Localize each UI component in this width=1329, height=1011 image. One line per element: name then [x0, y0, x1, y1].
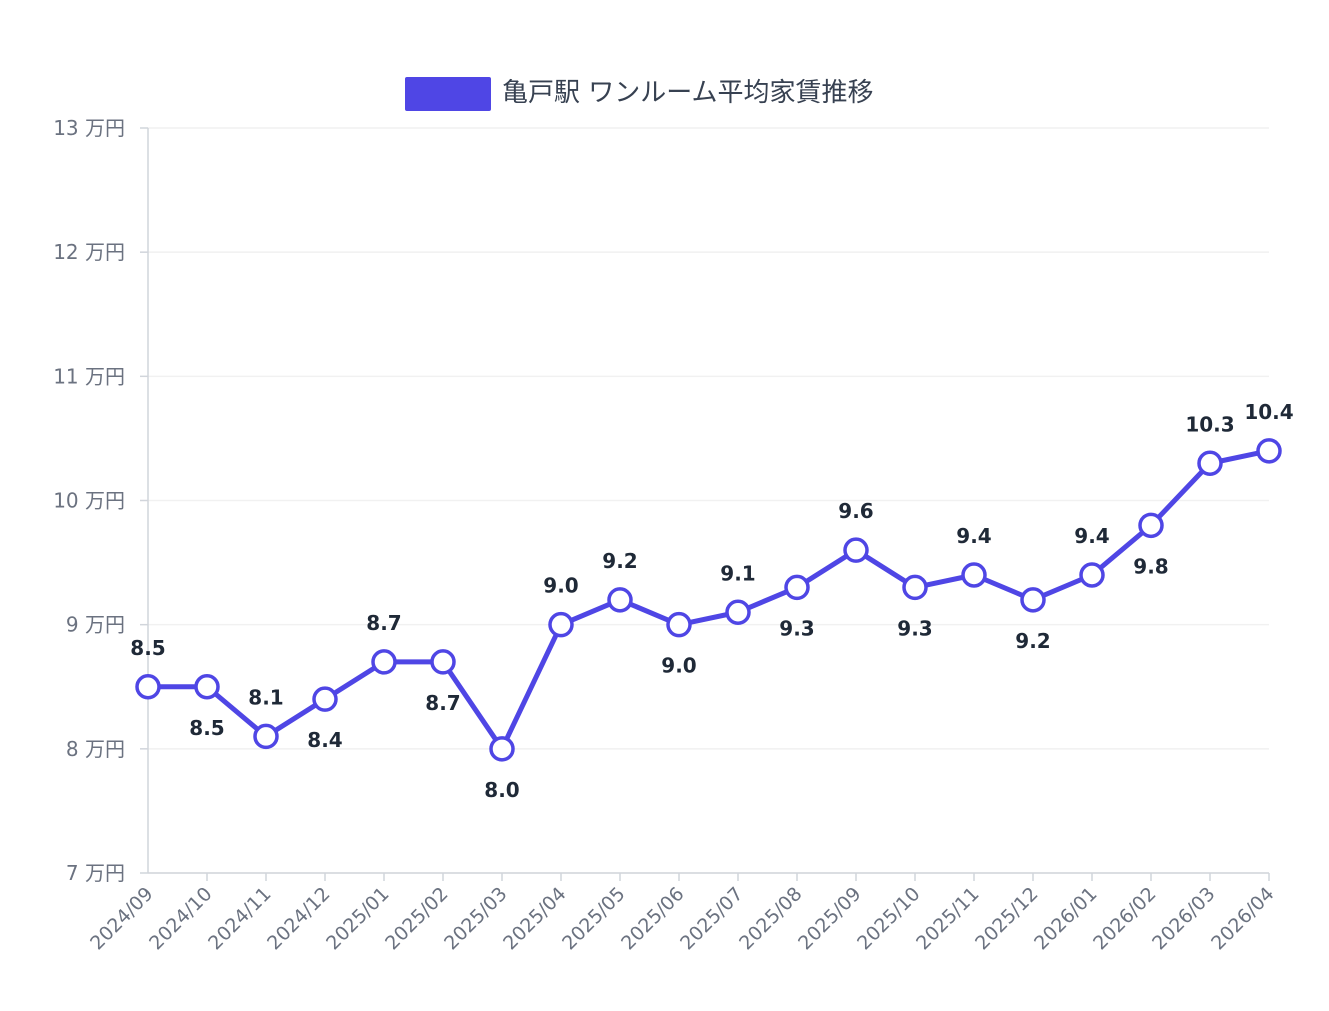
x-tick-label: 2025/05: [558, 883, 629, 954]
x-tick-label: 2025/06: [617, 883, 688, 954]
data-point[interactable]: [1197, 450, 1223, 476]
legend[interactable]: 亀戸駅 ワンルーム平均家賃推移: [405, 77, 874, 111]
data-point[interactable]: [489, 736, 515, 762]
y-tick-label: 11 万円: [53, 364, 125, 388]
data-label: 8.4: [307, 728, 342, 752]
x-tick-label: 2025/12: [971, 883, 1042, 954]
x-tick-label: 2025/10: [853, 883, 924, 954]
x-tick-label: 2025/11: [912, 883, 983, 954]
x-tick-label: 2026/02: [1089, 883, 1160, 954]
x-tick-label: 2025/02: [381, 883, 452, 954]
data-point[interactable]: [843, 537, 869, 563]
x-tick-label: 2024/09: [86, 883, 157, 954]
x-tick-label: 2026/01: [1030, 883, 1101, 954]
data-labels: 8.5 8.5 8.1 8.4 8.7 8.7 8.0 9.0 9.2 9.0 9.1 9.3 9.6 9…: [130, 400, 1293, 802]
data-label: 9.6: [838, 499, 873, 523]
data-label: 9.2: [602, 549, 637, 573]
data-label: 8.0: [484, 778, 519, 802]
data-point[interactable]: [430, 649, 456, 675]
y-tick-label: 7 万円: [66, 861, 125, 885]
y-tick-label: 12 万円: [53, 240, 125, 264]
y-tick-label: 8 万円: [66, 737, 125, 761]
data-point[interactable]: [1020, 587, 1046, 613]
data-label: 9.2: [1015, 629, 1050, 653]
x-tick-label: 2026/03: [1148, 883, 1219, 954]
data-label: 9.1: [720, 561, 755, 585]
data-label: 8.7: [366, 611, 401, 635]
data-point[interactable]: [784, 574, 810, 601]
data-point[interactable]: [902, 574, 928, 601]
data-label: 9.0: [661, 654, 696, 678]
x-tick-label: 2025/03: [440, 883, 511, 954]
data-label: 9.3: [779, 616, 814, 640]
data-label: 8.7: [425, 691, 460, 715]
x-tick-label: 2025/04: [499, 883, 570, 954]
y-tick-label: 9 万円: [66, 613, 125, 637]
x-tick-label: 2025/08: [735, 883, 806, 954]
data-label: 10.4: [1244, 400, 1293, 424]
data-label: 8.5: [130, 636, 165, 660]
x-tick-label: 2025/07: [676, 883, 747, 954]
data-points: [135, 438, 1282, 762]
data-label: 9.4: [956, 524, 991, 548]
x-tick-label: 2024/11: [204, 883, 275, 954]
x-tick-label: 2025/01: [322, 883, 393, 954]
y-tick-label: 13 万円: [53, 116, 125, 140]
data-point[interactable]: [1138, 512, 1164, 539]
data-label: 9.4: [1074, 524, 1109, 548]
y-axis-ticks: 7 万円 8 万円 9 万円 10 万円 11 万円 12 万円 13 万円: [53, 116, 148, 885]
legend-label: 亀戸駅 ワンルーム平均家賃推移: [502, 78, 874, 108]
y-tick-label: 10 万円: [53, 489, 125, 513]
data-label: 9.3: [897, 616, 932, 640]
legend-swatch: [405, 77, 491, 111]
data-point[interactable]: [1256, 438, 1282, 464]
data-point[interactable]: [312, 686, 338, 712]
x-tick-label: 2025/09: [794, 883, 865, 954]
data-point[interactable]: [1079, 562, 1105, 588]
data-label: 9.0: [543, 574, 578, 598]
data-point[interactable]: [194, 674, 220, 700]
data-label: 10.3: [1185, 412, 1234, 436]
data-label: 9.8: [1133, 554, 1168, 578]
data-label: 8.1: [248, 685, 283, 709]
x-tick-label: 2026/04: [1207, 883, 1278, 954]
x-tick-label: 2024/10: [145, 883, 216, 954]
grid: [148, 127, 1269, 874]
x-tick-label: 2024/12: [263, 883, 334, 954]
data-point[interactable]: [607, 587, 633, 613]
data-point[interactable]: [135, 674, 161, 700]
data-label: 8.5: [189, 716, 224, 740]
data-point[interactable]: [253, 723, 279, 750]
data-point[interactable]: [961, 562, 987, 588]
data-point[interactable]: [371, 649, 397, 675]
data-point[interactable]: [725, 599, 751, 625]
x-axis-ticks: 2024/092024/102024/112024/122025/012025/…: [86, 873, 1279, 954]
data-point[interactable]: [548, 611, 574, 638]
data-point[interactable]: [666, 611, 692, 638]
